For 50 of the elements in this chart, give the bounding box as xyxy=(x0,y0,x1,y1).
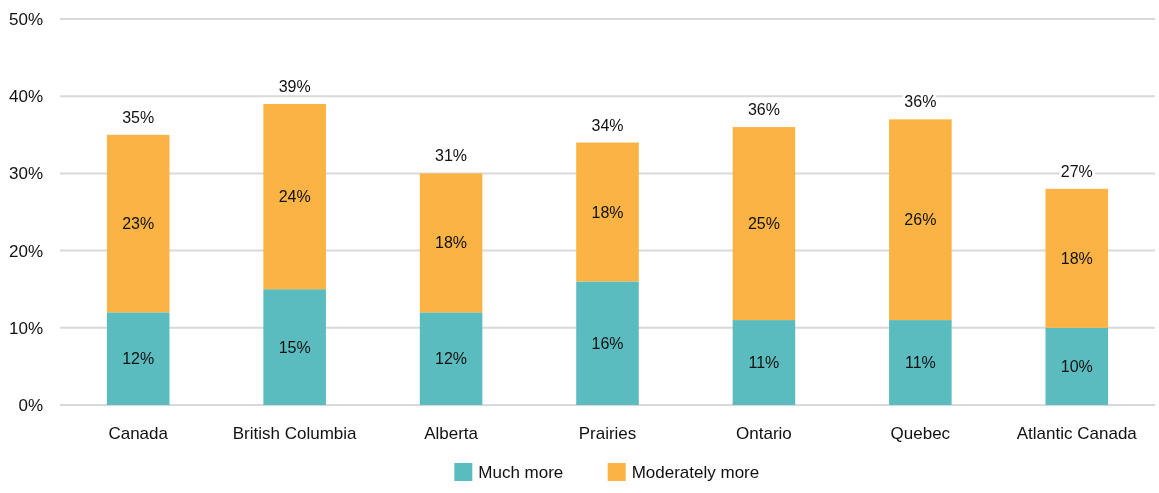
data-label: 11% xyxy=(748,354,780,372)
x-tick-label: Ontario xyxy=(736,423,792,443)
legend-label: Much more xyxy=(478,462,564,482)
bar xyxy=(576,142,639,282)
data-label: 25% xyxy=(747,215,780,233)
total-label: 34% xyxy=(591,116,624,134)
data-label: 26% xyxy=(904,211,937,229)
bar xyxy=(419,312,483,405)
bar xyxy=(106,312,170,405)
x-tick-label: Prairies xyxy=(578,423,637,443)
bar xyxy=(419,173,483,313)
data-label: 10% xyxy=(1060,358,1093,375)
bar xyxy=(106,134,170,313)
bar xyxy=(889,119,952,321)
bar xyxy=(576,281,639,405)
y-tick-label: 30% xyxy=(8,164,43,184)
x-tick-label: Alberta xyxy=(424,423,479,443)
data-label: 12% xyxy=(435,350,468,368)
total-label: 36% xyxy=(747,101,780,119)
x-tick-label: British Columbia xyxy=(232,423,358,443)
bar xyxy=(1045,327,1109,405)
total-label: 39% xyxy=(278,77,311,95)
bar xyxy=(732,320,796,405)
data-label: 24% xyxy=(278,188,311,206)
data-label: 12% xyxy=(122,350,155,368)
data-label: 18% xyxy=(435,234,468,252)
y-tick-label: 50% xyxy=(8,9,43,29)
data-label: 16% xyxy=(591,334,624,352)
total-label: 31% xyxy=(435,147,468,165)
y-tick-label: 40% xyxy=(8,87,43,107)
total-label: 35% xyxy=(122,108,155,126)
bar xyxy=(732,127,796,321)
data-label: 23% xyxy=(122,215,155,233)
legend-label: Moderately more xyxy=(631,462,760,482)
y-tick-label: 0% xyxy=(18,395,43,415)
x-tick-label: Atlantic Canada xyxy=(1016,423,1138,443)
bar xyxy=(263,103,326,290)
data-label: 18% xyxy=(1060,249,1093,267)
total-label: 36% xyxy=(904,93,937,111)
bar xyxy=(889,320,952,405)
bar xyxy=(263,289,326,405)
total-label: 27% xyxy=(1060,162,1093,180)
data-label: 18% xyxy=(591,203,624,221)
bar xyxy=(1045,188,1109,328)
x-tick-label: Quebec xyxy=(890,423,951,443)
y-tick-label: 10% xyxy=(8,318,43,338)
data-label: 11% xyxy=(904,354,936,372)
data-label: 15% xyxy=(278,338,311,356)
y-tick-label: 20% xyxy=(8,241,43,261)
x-tick-label: Canada xyxy=(108,423,169,443)
